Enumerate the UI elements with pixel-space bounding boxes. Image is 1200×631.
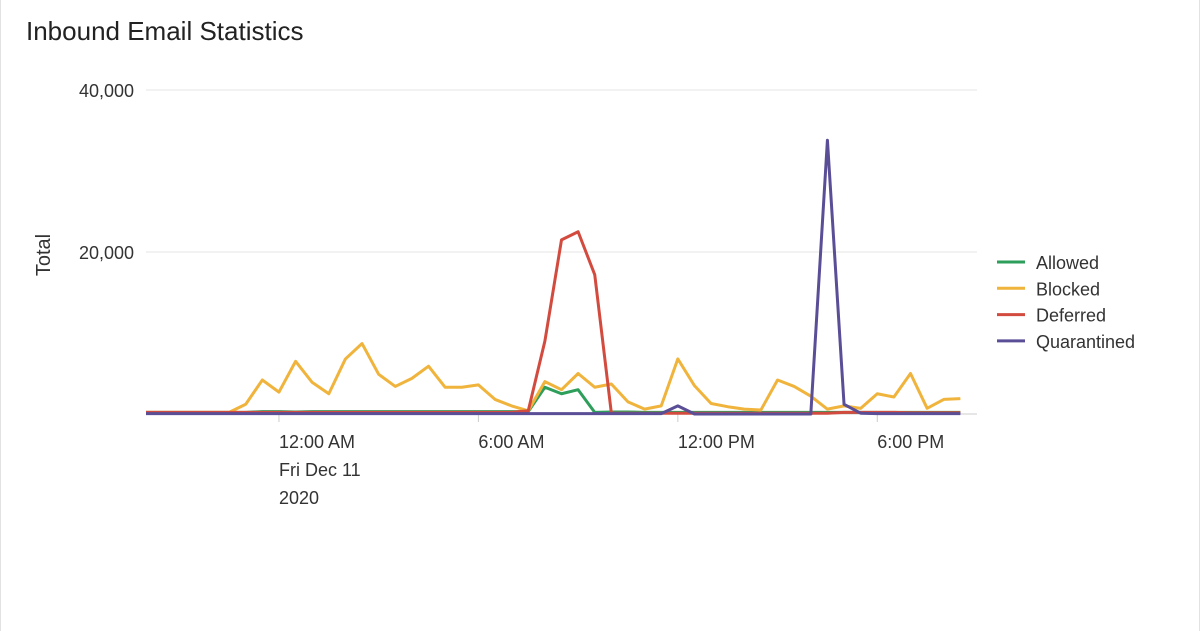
series-line [146,342,961,414]
x-tick-label-line: 12:00 PM [678,432,755,452]
x-tick-label-line: 2020 [279,488,319,508]
x-tick-label-line: 12:00 AM [279,432,355,452]
series-line [146,138,961,416]
legend-label: Deferred [1036,306,1106,326]
x-tick-label: 6:00 AM [478,432,544,452]
chart-title: Inbound Email Statistics [26,16,303,46]
y-tick-label: 40,000 [79,81,134,101]
legend-label: Blocked [1036,279,1100,299]
x-tick-label: 6:00 PM [877,432,944,452]
legend-label: Allowed [1036,253,1099,273]
y-axis-label: Total [33,234,55,276]
x-tick-label: 12:00 PM [678,432,755,452]
x-tick-label: 12:00 AM Fri Dec 11 2020 [279,432,361,508]
y-tick-label: 20,000 [79,243,134,263]
x-tick-label-line: Fri Dec 11 [279,460,361,480]
x-tick-label-line: 6:00 PM [877,432,944,452]
x-tick-label-line: 6:00 AM [478,432,544,452]
legend-label: Quarantined [1036,332,1135,352]
